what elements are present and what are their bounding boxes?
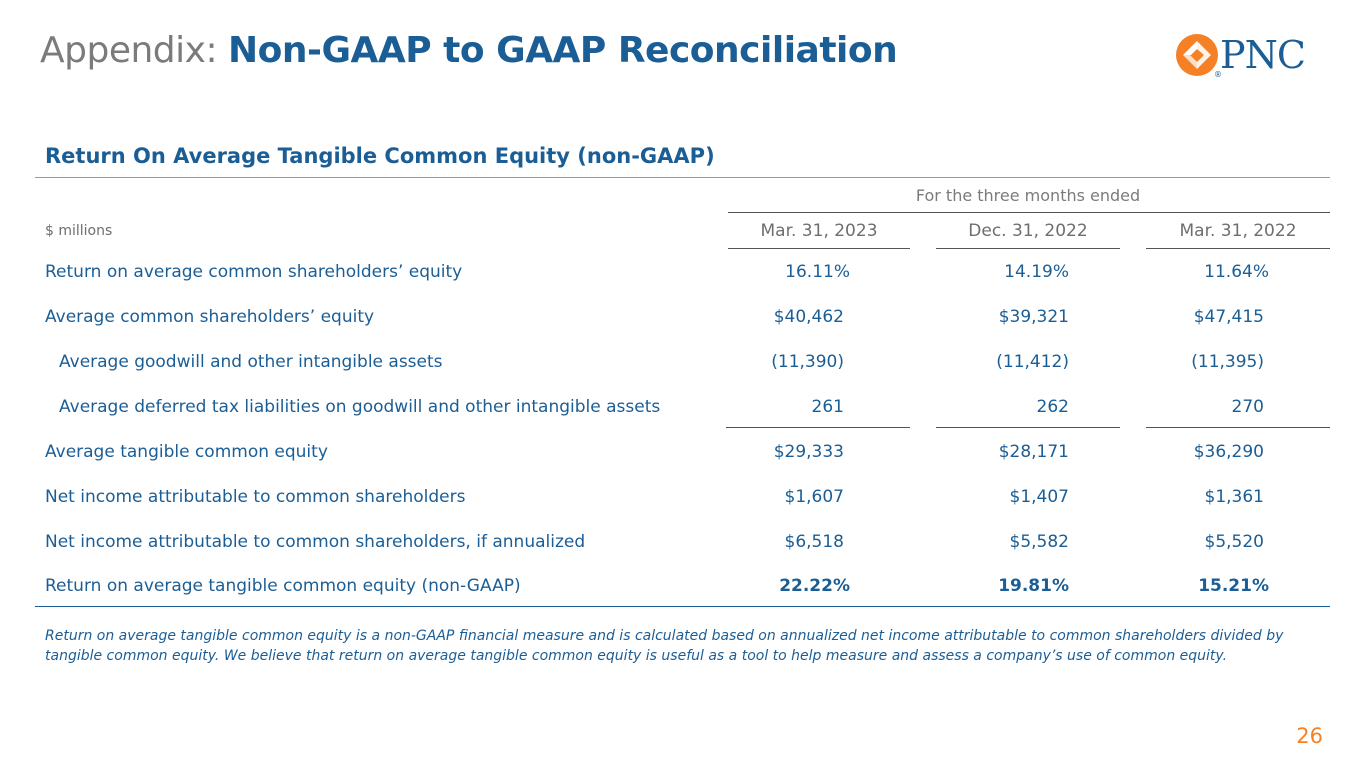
table-cell: $6,518 (784, 532, 844, 552)
table-cell: 22.22% (779, 576, 850, 596)
table-cell: 261 (811, 397, 844, 417)
pnc-logo: PNC ® (1174, 30, 1334, 80)
title-main: Non-GAAP to GAAP Reconciliation (228, 30, 898, 71)
table-cell: $1,407 (1009, 487, 1069, 507)
row-label: Net income attributable to common shareh… (45, 532, 586, 552)
row-label: Average deferred tax liabilities on good… (59, 397, 661, 417)
column-header-rule (728, 248, 910, 249)
row-label: Average goodwill and other intangible as… (59, 352, 443, 372)
table-cell: 14.19% (1004, 262, 1069, 282)
table-cell: 262 (1036, 397, 1069, 417)
row-label: Average common shareholders’ equity (45, 307, 375, 327)
table-cell: 16.11% (785, 262, 850, 282)
logo-registered-mark: ® (1214, 70, 1222, 79)
table-cell: $28,171 (998, 442, 1069, 462)
column-header-rule (1146, 248, 1330, 249)
table-cell: $40,462 (773, 307, 844, 327)
table-cell: $47,415 (1193, 307, 1264, 327)
pnc-logo-icon (1176, 34, 1218, 76)
section-title: Return On Average Tangible Common Equity… (45, 144, 715, 168)
column-header: Dec. 31, 2022 (968, 221, 1088, 241)
title-prefix: Appendix: (40, 30, 218, 71)
column-header-rule (936, 248, 1120, 249)
table-cell: $1,607 (784, 487, 844, 507)
column-header: Mar. 31, 2022 (1179, 221, 1297, 241)
period-header-rule (728, 212, 1330, 213)
logo-wordmark: PNC (1220, 33, 1306, 77)
subtotal-rule (1146, 427, 1330, 428)
table-cell: $1,361 (1204, 487, 1264, 507)
table-cell: (11,390) (771, 352, 844, 372)
subtotal-rule (726, 427, 910, 428)
subtotal-rule (936, 427, 1120, 428)
table-cell: $36,290 (1193, 442, 1264, 462)
table-cell: $29,333 (773, 442, 844, 462)
footnote: Return on average tangible common equity… (45, 628, 1284, 664)
table-cell: 11.64% (1204, 262, 1269, 282)
row-label: Net income attributable to common shareh… (45, 487, 466, 507)
table-cell: $5,520 (1204, 532, 1264, 552)
row-label: Average tangible common equity (45, 442, 328, 462)
units-label: $ millions (45, 223, 113, 239)
table-bottom-rule (35, 606, 1330, 607)
section-divider (35, 177, 1330, 178)
column-header: Mar. 31, 2023 (760, 221, 878, 241)
table-cell: 270 (1231, 397, 1264, 417)
table-cell: $39,321 (998, 307, 1069, 327)
page-title: Appendix: Non-GAAP to GAAP Reconciliatio… (40, 30, 898, 71)
table-cell: (11,412) (996, 352, 1069, 372)
row-label: Return on average common shareholders’ e… (45, 262, 463, 282)
page-number: 26 (1296, 724, 1323, 748)
row-label: Return on average tangible common equity… (45, 576, 521, 596)
table-cell: (11,395) (1191, 352, 1264, 372)
table-cell: 19.81% (998, 576, 1069, 596)
table-cell: 15.21% (1198, 576, 1269, 596)
period-header: For the three months ended (915, 186, 1141, 205)
table-cell: $5,582 (1009, 532, 1069, 552)
